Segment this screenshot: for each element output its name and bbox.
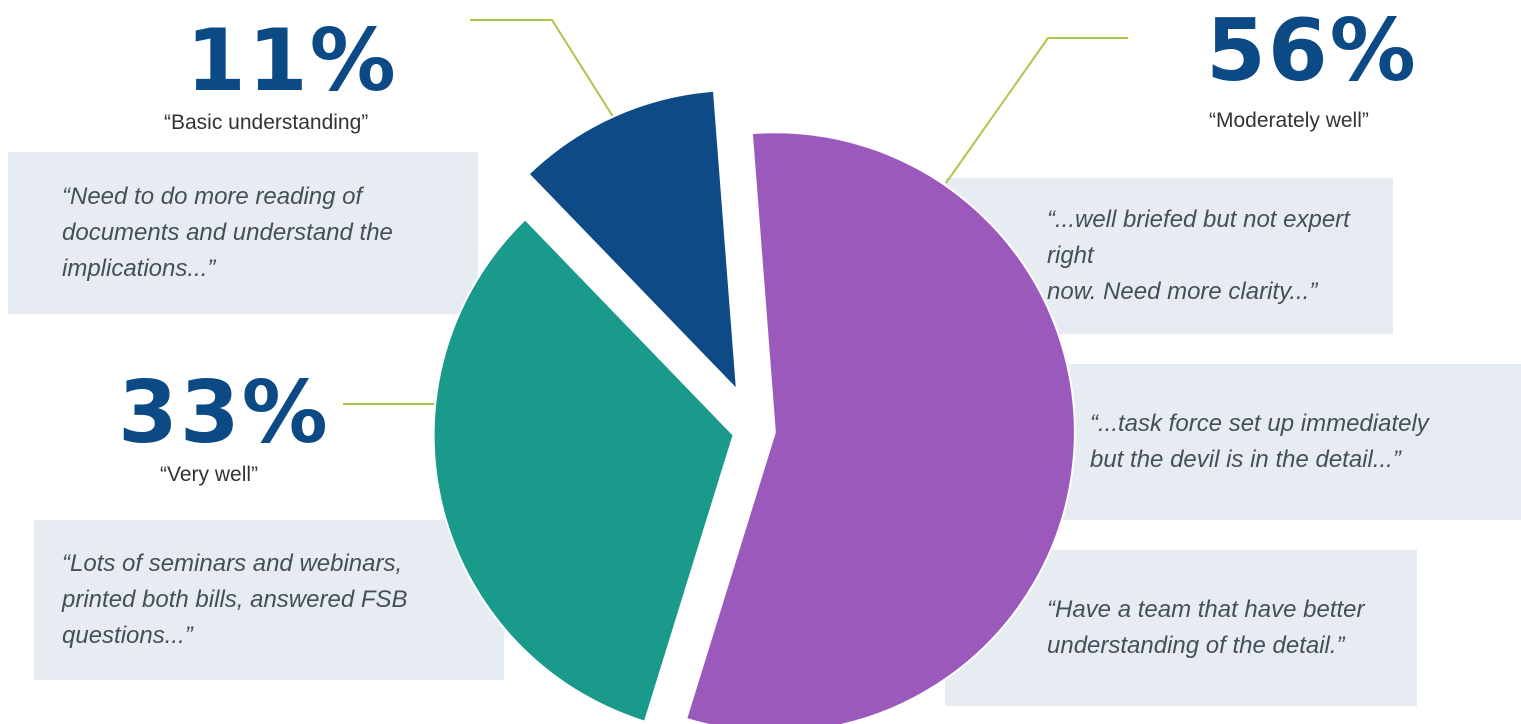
slice-label-moderately: “Moderately well” [1209, 109, 1369, 132]
pie-slices [432, 89, 1076, 724]
quote-text-moderately-1: “...well briefed but not expert right no… [1047, 206, 1350, 305]
quote-text-moderately-2: “...task force set up immediately but th… [1090, 410, 1429, 473]
quote-box-moderately-2: “...task force set up immediately but th… [1010, 364, 1521, 520]
leader-line-moderately [945, 37, 1128, 184]
slice-label-basic: “Basic understanding” [164, 111, 369, 134]
slice-moderately [684, 131, 1076, 724]
slice-label-very-well: “Very well” [160, 463, 259, 486]
quote-box-basic: “Need to do more reading of documents an… [8, 152, 478, 314]
quote-text-very-well: “Lots of seminars and webinars, printed … [62, 550, 408, 649]
slice-very-well [432, 217, 735, 723]
pct-label-very-well: 33% [118, 363, 330, 463]
quote-box-very-well: “Lots of seminars and webinars, printed … [34, 520, 504, 680]
pct-label-moderately: 56% [1206, 1, 1418, 101]
leader-line-basic [470, 19, 635, 151]
slice-basic [527, 89, 739, 393]
quote-text-basic: “Need to do more reading of documents an… [62, 183, 393, 282]
pct-label-basic: 11% [186, 11, 398, 111]
quote-text-moderately-3: “Have a team that have better understand… [1047, 596, 1365, 659]
